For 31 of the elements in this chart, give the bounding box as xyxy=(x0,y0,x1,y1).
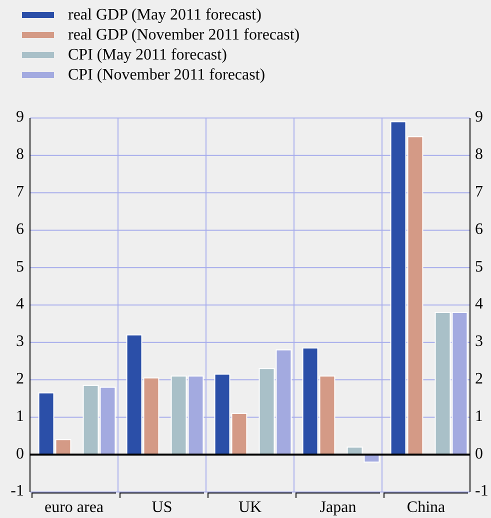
y2-tick-label: 4 xyxy=(475,296,483,313)
y-tick-label: 0 xyxy=(16,445,24,462)
y2-tick-label: 8 xyxy=(475,146,483,164)
legend-label: CPI (November 2011 forecast) xyxy=(68,66,266,84)
legend-label: real GDP (May 2011 forecast) xyxy=(68,6,262,24)
y2-tick-label: -1 xyxy=(475,482,488,500)
x-tick-label: US xyxy=(152,499,172,516)
y-tick-label: 1 xyxy=(16,408,24,425)
y2-tick-label: 1 xyxy=(475,408,483,425)
legend-label: real GDP (November 2011 forecast) xyxy=(68,26,300,44)
y2-tick-label: 2 xyxy=(475,370,483,388)
y-tick-label: 3 xyxy=(16,333,24,350)
x-tick-label: euro area xyxy=(44,499,104,516)
y-tick-label: 7 xyxy=(16,183,24,200)
y-tick-label: 4 xyxy=(16,296,24,313)
y-tick-label: 2 xyxy=(16,370,24,388)
y2-tick-label: 7 xyxy=(475,183,483,200)
y-tick-label: 5 xyxy=(16,258,24,276)
y-tick-label: 8 xyxy=(16,146,24,164)
legend-label: CPI (May 2011 forecast) xyxy=(68,46,227,64)
y2-tick-label: 9 xyxy=(475,108,483,126)
y-tick-label: 6 xyxy=(16,220,24,238)
x-tick-label: China xyxy=(406,499,446,516)
y-tick-label: 9 xyxy=(16,108,24,126)
x-tick-label: Japan xyxy=(320,499,356,516)
y2-tick-label: 5 xyxy=(475,258,483,276)
y2-tick-label: 0 xyxy=(475,445,483,462)
x-tick-label: UK xyxy=(238,499,262,516)
y2-tick-label: 6 xyxy=(475,220,483,238)
y2-tick-label: 3 xyxy=(475,333,483,350)
y-tick-label: -1 xyxy=(10,482,24,500)
